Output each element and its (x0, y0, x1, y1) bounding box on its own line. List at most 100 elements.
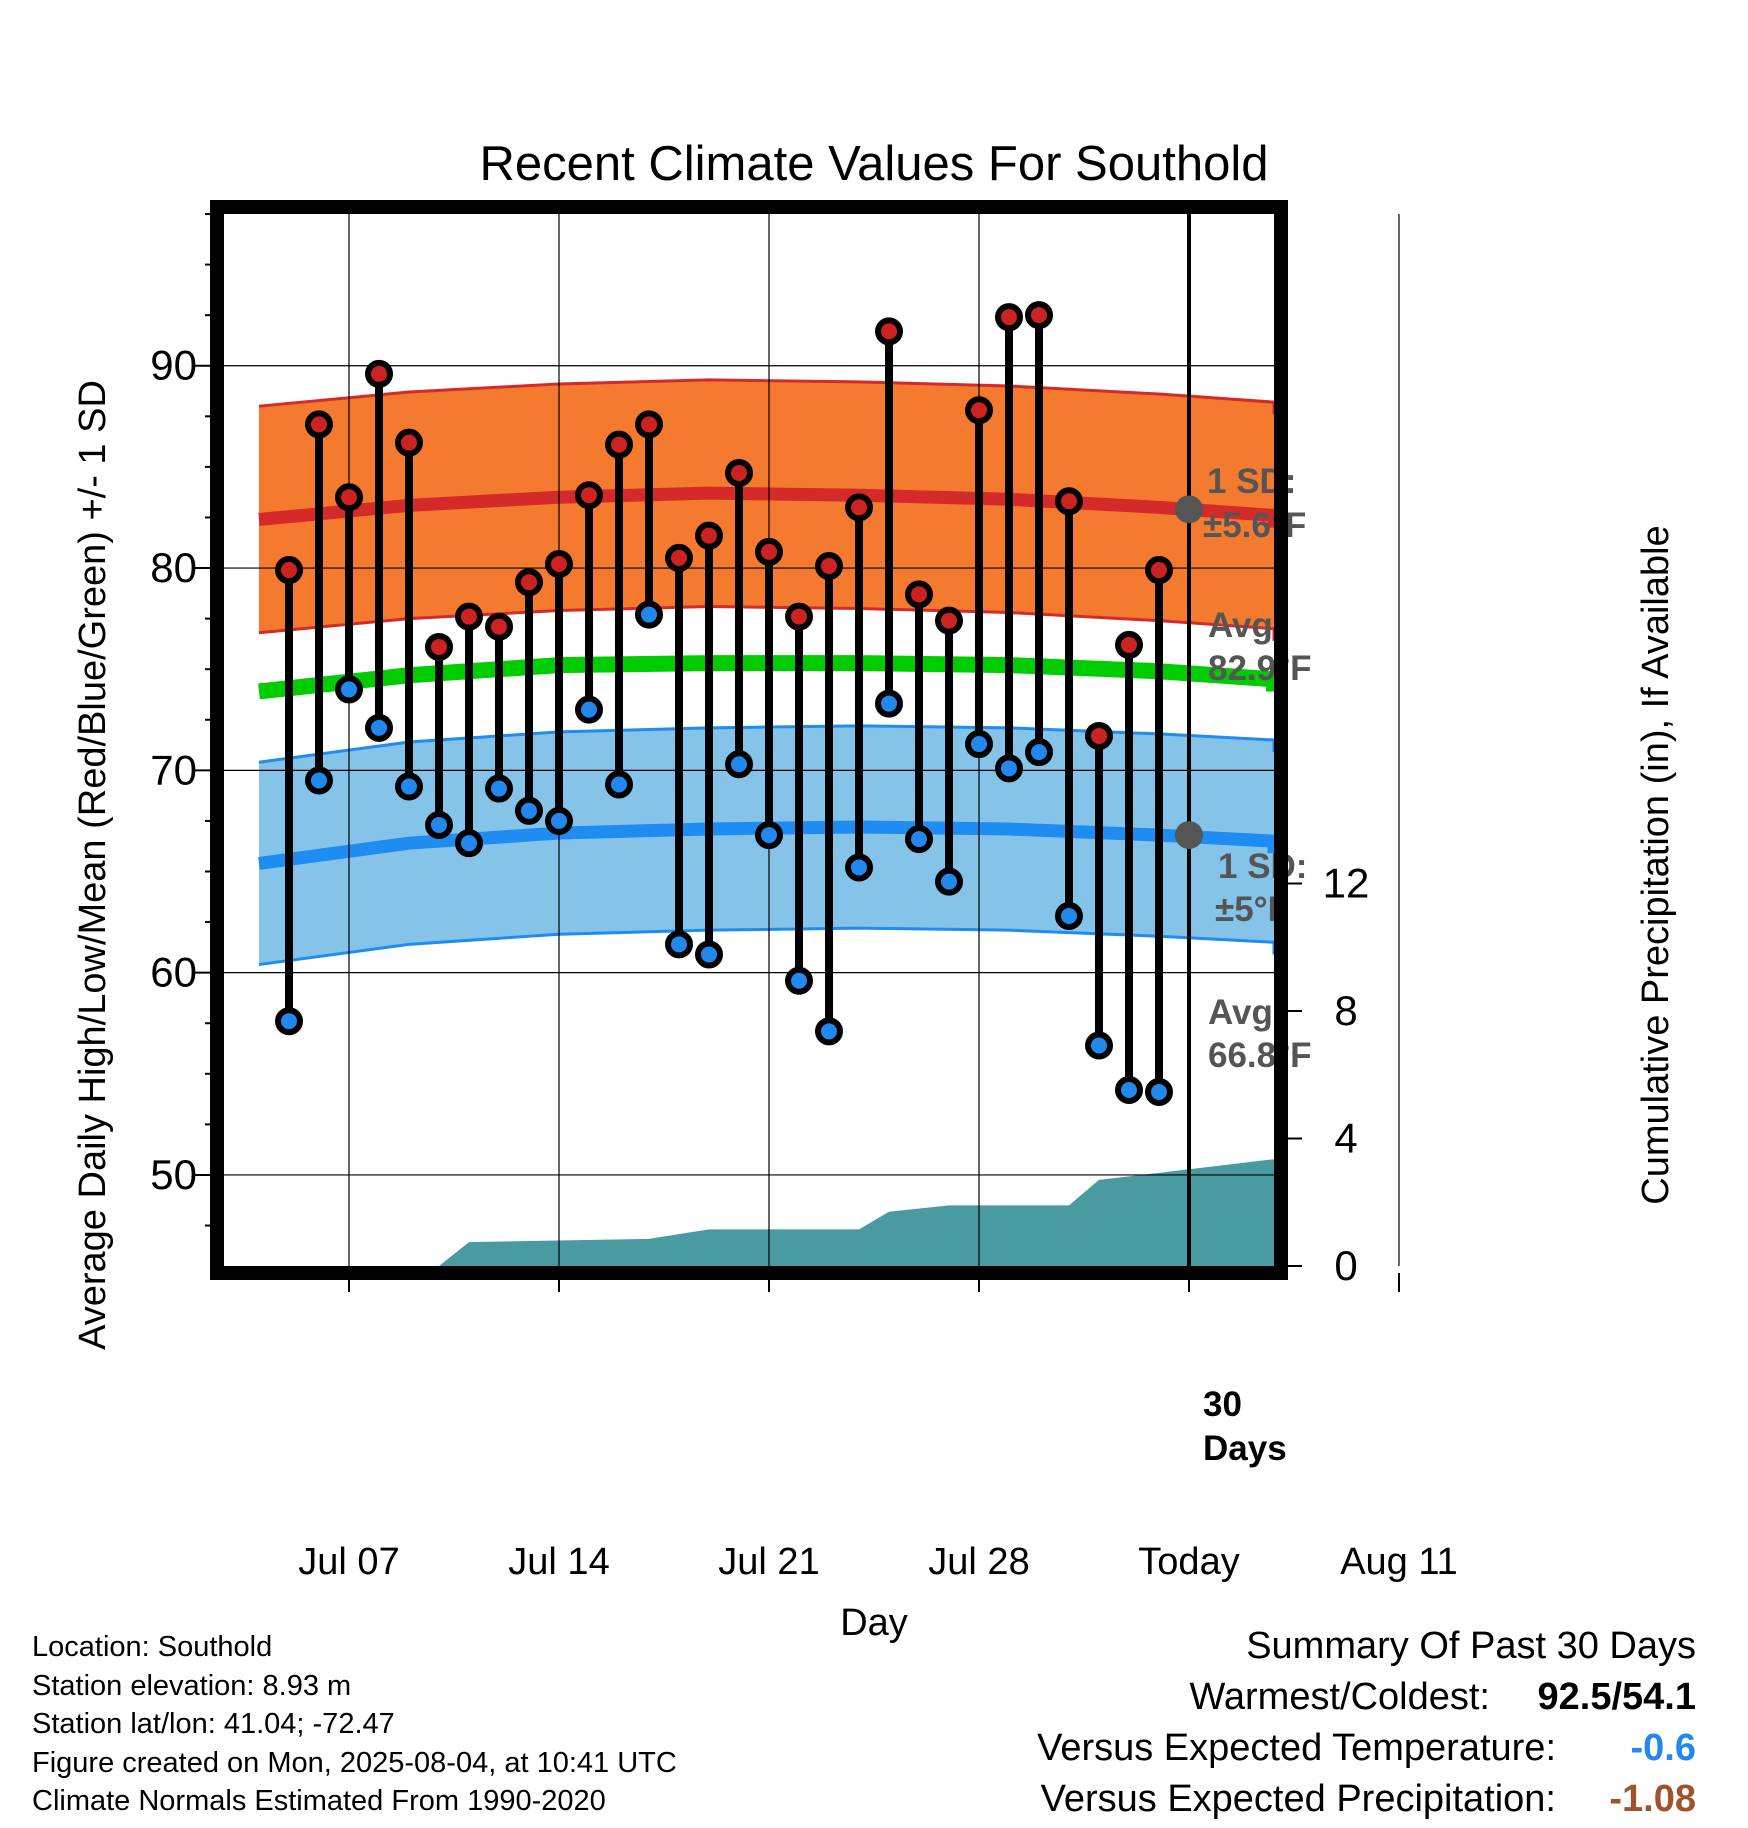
low-point (995, 754, 1023, 783)
temp-row: Versus Expected Temperature: -0.6 (1037, 1723, 1696, 1774)
high-point (815, 552, 843, 581)
precipitation-fill (439, 1159, 1274, 1266)
high-point (455, 602, 483, 631)
low-point (485, 774, 513, 803)
low-point (575, 695, 603, 724)
high-point (275, 556, 303, 585)
y-tick-label: 80 (150, 544, 197, 591)
x-tick-label: Jul 28 (928, 1541, 1029, 1583)
low-point (785, 966, 813, 995)
low-avg-label: Avg: (1208, 993, 1284, 1032)
daily-points (275, 301, 1173, 1107)
low-point (965, 730, 993, 759)
y2-axis-title: Cumulative Precipitation (in), If Availa… (1635, 525, 1677, 1204)
high-point (515, 568, 543, 597)
normal-bands (258, 378, 1282, 967)
low-point (395, 772, 423, 801)
precip-value: -1.08 (1609, 1778, 1696, 1820)
low-point (875, 689, 903, 718)
low-point (1055, 902, 1083, 931)
low-point (455, 829, 483, 858)
high-point (365, 359, 393, 388)
y2-tick-label: 4 (1334, 1114, 1357, 1161)
low-sd-label: 1 SD: (1218, 847, 1307, 886)
location-text: Location: Southold (32, 1631, 273, 1663)
y-tick-label: 50 (150, 1151, 197, 1198)
warm-cold-value: 92.5/54.1 (1537, 1676, 1696, 1718)
high-point (695, 521, 723, 550)
high-point (995, 303, 1023, 332)
low-point (365, 713, 393, 742)
high-point (1145, 556, 1173, 585)
high-point (785, 602, 813, 631)
low-point (605, 770, 633, 799)
y2-tick-label: 8 (1334, 987, 1357, 1034)
latlon-text: Station lat/lon: 41.04; -72.47 (32, 1708, 395, 1740)
high-point (1115, 630, 1143, 659)
summary-title: Summary Of Past 30 Days (1246, 1625, 1696, 1667)
high-point (395, 428, 423, 457)
high-point (305, 410, 333, 439)
high-point (635, 410, 663, 439)
y-axis-title: Average Daily High/Low/Mean (Red/Blue/Gr… (72, 380, 114, 1350)
low-point (515, 796, 543, 825)
low-point (305, 766, 333, 795)
low-band-lower-edge (258, 926, 1276, 967)
high-point (725, 458, 753, 487)
high-sd-value: ±5.6°F (1203, 506, 1306, 545)
high-band-upper-edge (258, 378, 1276, 415)
temp-label: Versus Expected Temperature: (1037, 1727, 1556, 1769)
low-point (335, 675, 363, 704)
high-point (905, 580, 933, 609)
low-point (635, 600, 663, 629)
high-point (1085, 721, 1113, 750)
low-point (695, 940, 723, 969)
y-tick-label: 60 (150, 949, 197, 996)
low-point (1085, 1031, 1113, 1060)
high-point (335, 483, 363, 512)
low-point (665, 930, 693, 959)
high-point (965, 396, 993, 425)
summary-panel: Summary Of Past 30 Days Warmest/Coldest:… (1037, 1620, 1696, 1825)
warm-cold-row: Warmest/Coldest: 92.5/54.1 (1037, 1672, 1696, 1723)
x-tick-label: Today (1138, 1541, 1239, 1583)
low-point (545, 806, 573, 835)
high-point (1025, 301, 1053, 330)
normals-text: Climate Normals Estimated From 1990-2020 (32, 1785, 606, 1817)
high-point (485, 612, 513, 641)
high-point (935, 606, 963, 635)
low-point (755, 821, 783, 850)
low-point (905, 825, 933, 854)
x-tick-label: Jul 07 (298, 1541, 399, 1583)
precipitation-area (439, 1159, 1274, 1266)
y-tick-label: 90 (150, 342, 197, 389)
plot-frame (210, 200, 1288, 1280)
low-point (275, 1007, 303, 1036)
high-avg-value: 82.9°F (1208, 649, 1312, 688)
high-point (575, 481, 603, 510)
high-point (665, 543, 693, 572)
station-info: Location: Southold Station elevation: 8.… (32, 1628, 677, 1821)
daily-range-stems (285, 315, 1163, 1093)
x-axis-title: Day (840, 1602, 908, 1644)
chart-title: Recent Climate Values For Southold (480, 137, 1269, 191)
plot-border (210, 200, 1288, 1280)
y-tick-label: 70 (150, 746, 197, 793)
y2-tick-label: 12 (1323, 859, 1370, 906)
precip-label: Versus Expected Precipitation: (1040, 1778, 1556, 1820)
x-tick-label: Jul 14 (508, 1541, 609, 1583)
temp-value: -0.6 (1630, 1727, 1696, 1769)
high-sd-band (259, 379, 1274, 641)
today-high-marker (1175, 495, 1203, 524)
axes-labels: Jul 07 Jul 14 Jul 21 Jul 28 Today Aug 11 50 60 7… (150, 213, 1458, 1583)
low-point (1025, 738, 1053, 767)
x-tick-label: Aug 11 (1340, 1541, 1458, 1583)
high-point (755, 537, 783, 566)
warm-cold-label: Warmest/Coldest: (1189, 1676, 1490, 1718)
days-count-label: 30 (1203, 1385, 1242, 1424)
y2-tick-label: 0 (1334, 1242, 1357, 1289)
low-point (725, 750, 753, 779)
high-point (875, 317, 903, 346)
today-low-marker (1175, 821, 1203, 850)
